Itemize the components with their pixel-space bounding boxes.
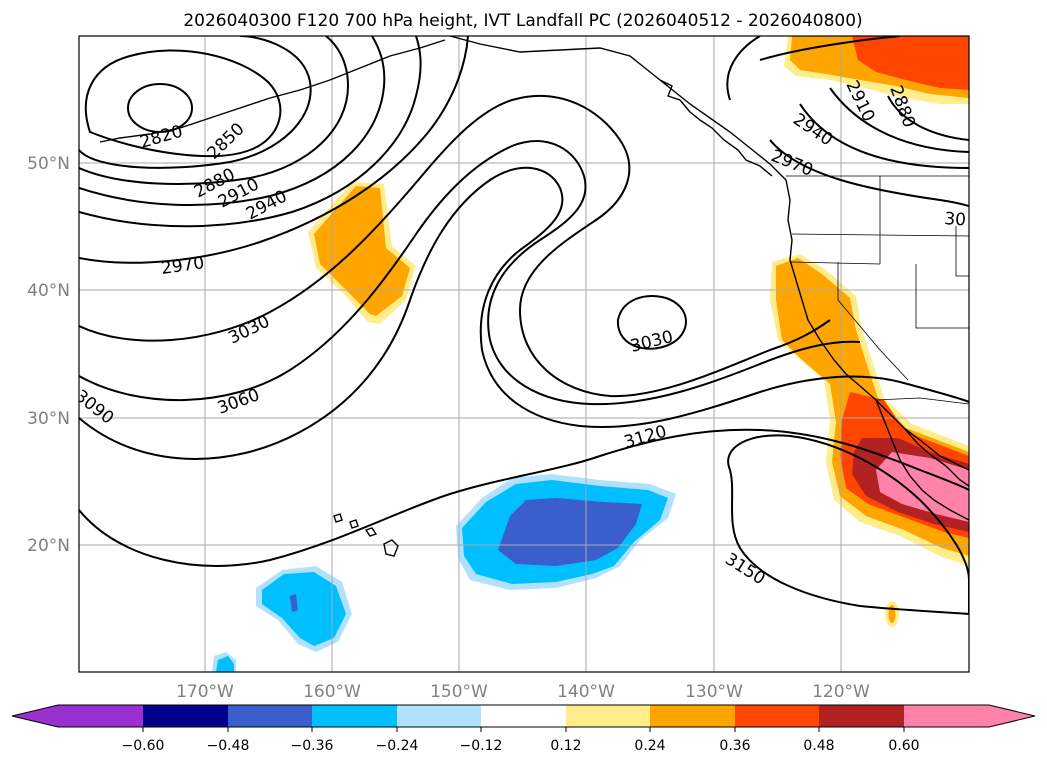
border-or-ca bbox=[789, 261, 881, 265]
negative-region-central-deep bbox=[498, 498, 642, 566]
colorbar-label: −0.48 bbox=[207, 738, 250, 754]
colorbar-extend-min bbox=[12, 705, 58, 727]
colorbar: −0.60 −0.48 −0.36 −0.24 −0.12 0.12 0.24 … bbox=[11, 704, 1036, 754]
lat-label-40n: 40°N bbox=[27, 281, 70, 301]
figure-title: 2026040300 F120 700 hPa height, IVT Land… bbox=[183, 11, 862, 31]
map-panel: 2820 2850 2880 2910 2940 2970 3030 3060 … bbox=[27, 35, 970, 702]
contour-3030-closed bbox=[616, 295, 687, 350]
negative-region-hawaii-deep bbox=[290, 594, 298, 612]
lon-label-170w: 170°W bbox=[176, 682, 234, 702]
contour-2910 bbox=[79, 36, 386, 207]
border-us-mexico bbox=[875, 397, 969, 405]
contour-2970-ne bbox=[769, 139, 969, 207]
coast-hawaii-big bbox=[383, 539, 399, 557]
lon-label-140w: 140°W bbox=[557, 682, 615, 702]
contour-3060 bbox=[79, 140, 861, 406]
ivt-positive-shading bbox=[308, 36, 969, 627]
lon-label-150w: 150°W bbox=[430, 682, 488, 702]
lat-label-30n: 30°N bbox=[27, 409, 70, 429]
contour-2820 bbox=[84, 49, 282, 158]
contour-2910-ne bbox=[829, 87, 969, 153]
longitude-labels: 170°W 160°W 150°W 140°W 130°W 120°W bbox=[176, 682, 870, 702]
colorbar-segment bbox=[735, 705, 819, 727]
height-contours bbox=[79, 36, 969, 616]
colorbar-segment bbox=[566, 705, 650, 727]
map-content: 2820 2850 2880 2910 2940 2970 3030 3060 … bbox=[79, 36, 969, 672]
colorbar-segment bbox=[143, 705, 228, 727]
lat-label-20n: 20°N bbox=[27, 536, 70, 556]
ivt-negative-shading bbox=[212, 474, 676, 672]
coast-baja bbox=[875, 399, 969, 521]
coast-hawaii-kauai bbox=[333, 513, 343, 523]
lon-label-120w: 120°W bbox=[812, 682, 870, 702]
coast-hawaii-oahu bbox=[349, 519, 359, 529]
colorbar-segment bbox=[819, 705, 904, 727]
contour-2940-ne bbox=[726, 36, 761, 101]
colorbar-segment bbox=[397, 705, 481, 727]
positive-region-midpacific-core bbox=[314, 186, 410, 316]
latitude-labels: 50°N 40°N 30°N 20°N bbox=[27, 154, 70, 556]
colorbar-label: 0.60 bbox=[888, 738, 919, 754]
coast-mainland-mexico bbox=[903, 427, 969, 487]
contour-3030 bbox=[79, 95, 831, 398]
colorbar-label: −0.36 bbox=[291, 738, 334, 754]
colorbar-segment bbox=[58, 705, 143, 727]
lat-label-50n: 50°N bbox=[27, 154, 70, 174]
colorbar-segment bbox=[650, 705, 735, 727]
contour-2850 bbox=[79, 36, 312, 169]
contour-label: 30 bbox=[944, 209, 967, 230]
contour-2940 bbox=[79, 36, 422, 228]
contour-2940-ne-2 bbox=[799, 103, 969, 169]
colorbar-label: 0.36 bbox=[719, 738, 750, 754]
border-montana bbox=[955, 226, 969, 277]
lon-label-160w: 160°W bbox=[303, 682, 361, 702]
coast-alaska-islands bbox=[659, 79, 773, 177]
colorbar-extend-max bbox=[989, 705, 1035, 727]
coast-hawaii-maui bbox=[364, 527, 378, 537]
border-nv-az bbox=[915, 264, 969, 329]
colorbar-labels: −0.60 −0.48 −0.36 −0.24 −0.12 0.12 0.24 … bbox=[122, 738, 920, 754]
colorbar-label: −0.60 bbox=[122, 738, 165, 754]
coast-aleutians bbox=[99, 39, 446, 143]
colorbar-label: 0.48 bbox=[803, 738, 834, 754]
negative-region-hawaii-core bbox=[262, 572, 346, 646]
border-ca-nv bbox=[837, 262, 909, 381]
contour-3150 bbox=[727, 434, 969, 616]
map-frame bbox=[78, 35, 970, 673]
coastlines bbox=[99, 36, 969, 557]
negative-region-bottom-core bbox=[216, 656, 234, 672]
contour-low-inner bbox=[127, 83, 193, 133]
lon-label-130w: 130°W bbox=[685, 682, 743, 702]
colorbar-segment bbox=[228, 705, 312, 727]
border-wa-or bbox=[791, 233, 969, 237]
colorbar-label: 0.12 bbox=[550, 738, 581, 754]
contour-2880-ne bbox=[887, 95, 969, 141]
contour-2970 bbox=[79, 36, 469, 264]
colorbar-label: −0.24 bbox=[376, 738, 419, 754]
colorbar-outline bbox=[11, 704, 1036, 728]
contour-ne-shortwave bbox=[759, 36, 901, 61]
positive-region-westcoast-pink bbox=[876, 452, 969, 522]
colorbar-segment bbox=[904, 705, 989, 727]
positive-region-northeast-red bbox=[852, 36, 969, 90]
contour-2880 bbox=[79, 36, 350, 185]
colorbar-label: −0.12 bbox=[460, 738, 503, 754]
colorbar-ticks bbox=[142, 727, 905, 732]
contour-3090 bbox=[79, 166, 969, 460]
colorbar-segment bbox=[312, 705, 397, 727]
colorbar-segment bbox=[481, 705, 566, 727]
colorbar-label: 0.24 bbox=[634, 738, 665, 754]
contour-3120 bbox=[79, 428, 969, 567]
